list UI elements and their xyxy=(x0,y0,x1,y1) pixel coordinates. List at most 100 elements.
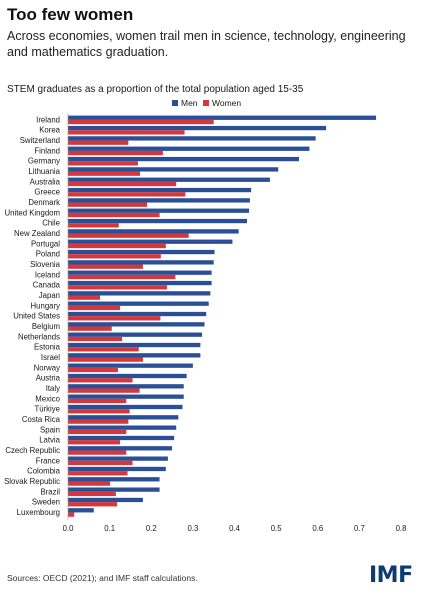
bar-men xyxy=(68,167,279,172)
bar-women xyxy=(68,130,185,135)
bar-women xyxy=(68,367,118,373)
imf-logo: IMF xyxy=(369,563,413,588)
bar-women xyxy=(68,119,214,125)
page-subtitle: Across economies, women trail men in sci… xyxy=(7,29,406,59)
bar-men xyxy=(68,125,327,131)
bar-men xyxy=(68,249,215,255)
category-label: Latvia xyxy=(39,436,60,445)
bar-men xyxy=(68,136,316,141)
bar-women xyxy=(68,316,161,321)
bar-women xyxy=(68,285,168,290)
bar-men xyxy=(68,229,239,234)
bar-men xyxy=(68,187,252,193)
bar-women xyxy=(68,357,143,362)
bar-women xyxy=(68,140,129,145)
bar-women xyxy=(68,181,177,187)
category-label: Poland xyxy=(36,250,60,259)
bar-men xyxy=(68,291,211,296)
bar-men xyxy=(68,363,193,368)
category-label: Czech Republic xyxy=(5,446,60,455)
bar-women xyxy=(68,192,186,197)
x-tick-label: 0.7 xyxy=(354,524,365,533)
bar-women xyxy=(68,429,127,435)
bar-men xyxy=(68,146,310,151)
category-label: Italy xyxy=(46,384,60,393)
bar-women xyxy=(68,243,166,249)
bar-men xyxy=(68,394,184,399)
bar-women xyxy=(68,481,111,486)
bar-women xyxy=(68,347,139,352)
bar-women xyxy=(68,202,148,207)
bar-men xyxy=(68,115,377,120)
bar-women xyxy=(68,491,116,497)
bar-women xyxy=(68,378,133,383)
category-label: Luxembourg xyxy=(17,508,60,517)
source-note: Sources: OECD (2021); and IMF staff calc… xyxy=(7,573,198,583)
x-tick-label: 0.2 xyxy=(146,524,157,533)
bar-women xyxy=(68,398,127,404)
bar-men xyxy=(68,239,233,244)
bar-men xyxy=(68,270,212,275)
bar-men xyxy=(68,280,212,286)
bar-men xyxy=(68,208,250,213)
bar-men xyxy=(68,477,160,482)
bar-women xyxy=(68,223,119,228)
bar-women xyxy=(68,471,128,476)
x-tick-label: 0.3 xyxy=(187,524,198,533)
x-tick-label: 0.6 xyxy=(312,524,323,533)
bar-men xyxy=(68,156,300,162)
category-label: Australia xyxy=(30,177,61,186)
category-label: Portugal xyxy=(31,239,60,248)
bar-women xyxy=(68,161,138,166)
bar-men xyxy=(68,353,201,358)
category-label: Iceland xyxy=(35,270,60,279)
legend-label-men: Men xyxy=(181,98,198,108)
bar-men xyxy=(68,177,270,182)
category-label: Hungary xyxy=(31,301,61,310)
category-label: Germany xyxy=(28,157,60,166)
category-label: New Zealand xyxy=(14,229,60,238)
bar-women xyxy=(68,419,129,424)
bar-women xyxy=(68,305,121,311)
legend-label-women: Women xyxy=(212,98,241,108)
bar-men xyxy=(68,322,205,327)
bar-women xyxy=(68,440,121,445)
category-label: Spain xyxy=(40,425,60,434)
bar-women xyxy=(68,264,143,269)
x-tick-label: 0.4 xyxy=(229,524,241,533)
bar-women xyxy=(68,336,123,342)
x-tick-label: 0.8 xyxy=(396,524,407,533)
bar-men xyxy=(68,301,209,306)
bar-women xyxy=(68,502,118,507)
bar-women xyxy=(68,450,127,455)
category-label: United States xyxy=(13,312,60,321)
category-label: United Kingdom xyxy=(5,208,60,217)
category-label: Netherlands xyxy=(18,332,60,341)
bar-women xyxy=(68,388,140,393)
category-label: Slovak Republic xyxy=(4,477,60,486)
category-label: Finland xyxy=(34,146,60,155)
bar-men xyxy=(68,198,250,203)
bar-men xyxy=(68,384,184,389)
category-label: Norway xyxy=(34,363,61,372)
category-label: Sweden xyxy=(32,498,60,507)
category-label: Ireland xyxy=(36,115,60,124)
bar-women xyxy=(68,150,163,156)
bar-women xyxy=(68,171,141,176)
x-tick-label: 0.1 xyxy=(104,524,115,533)
bar-women xyxy=(68,512,75,517)
x-tick-label: 0.5 xyxy=(271,524,283,533)
bar-men xyxy=(68,260,214,265)
bar-men xyxy=(68,332,203,337)
bar-men xyxy=(68,218,247,224)
category-label: Israel xyxy=(41,353,60,362)
category-label: Lithuania xyxy=(28,167,60,176)
bar-men xyxy=(68,373,187,379)
bar-men xyxy=(68,508,94,513)
category-label: Belgium xyxy=(32,322,60,331)
bar-women xyxy=(68,409,130,414)
category-label: France xyxy=(36,456,60,465)
category-label: Brazil xyxy=(41,487,61,496)
category-label: Türkiye xyxy=(34,405,60,414)
